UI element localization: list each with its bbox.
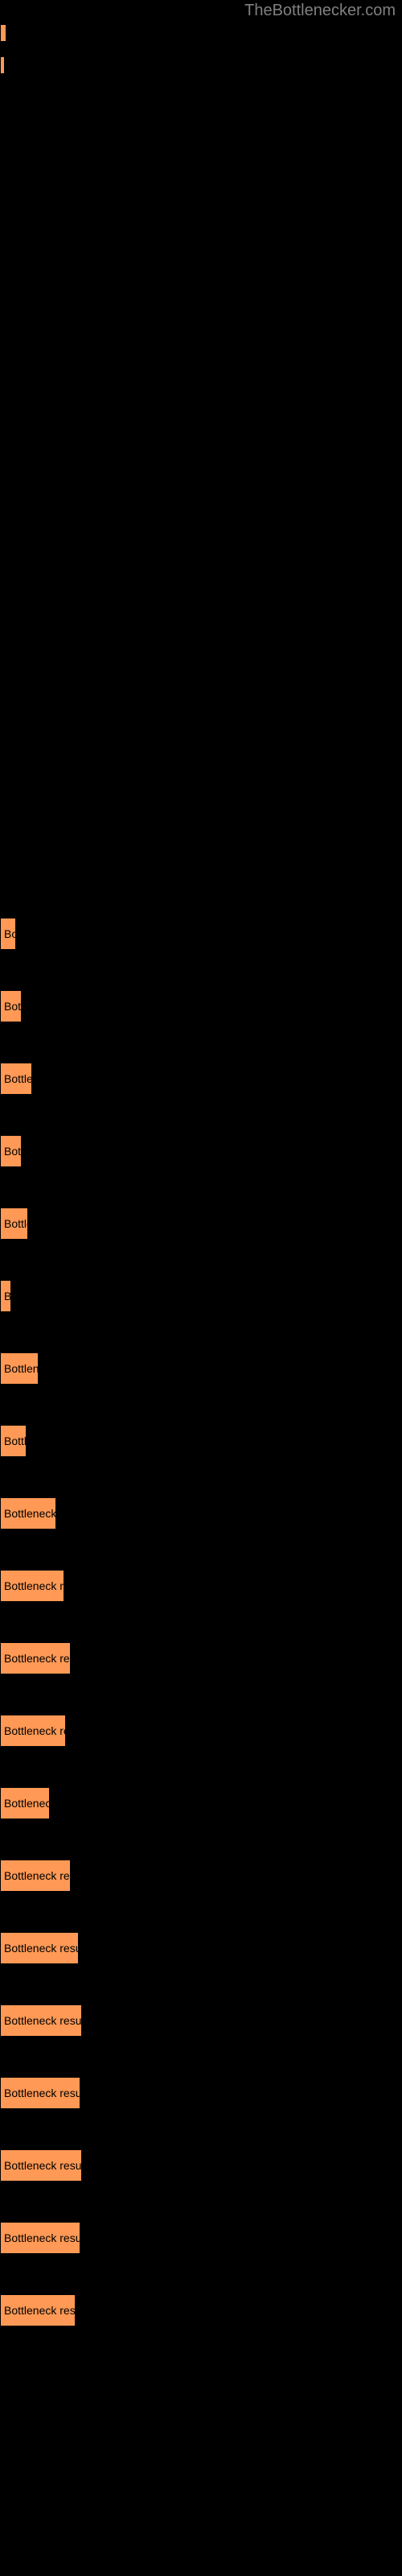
bar-row: Bottleneck result [0, 2222, 402, 2254]
bar-label: Bottl [4, 1435, 26, 1447]
bar: B [0, 1280, 11, 1312]
bars-container: Bo Bott Bottlen Bott Bottle B Bottlene Bottl Bot… [0, 918, 402, 2326]
bar-row: Bottleneck result [0, 2077, 402, 2109]
bar-label: Bottleneck result [4, 1942, 78, 1955]
bar-label: Bott [4, 1145, 21, 1158]
bar-label: Bottleneck [4, 1797, 49, 1810]
bar: Bo [0, 918, 16, 950]
bar-label: Bottleneck res [4, 1579, 64, 1592]
bar-row: Bott [0, 990, 402, 1022]
bar-label: Bottleneck resul [4, 2304, 75, 2317]
bar: Bottleneck resu [0, 1860, 71, 1892]
bar: Bottleneck result [0, 2222, 80, 2254]
bar-label: Bottleneck result [4, 2231, 80, 2244]
bar: Bottl [0, 1425, 27, 1457]
bar-label: Bottleneck result [4, 2087, 80, 2099]
bar-row: Bottleneck resu [0, 1642, 402, 1674]
bar: Bott [0, 990, 22, 1022]
bar: Bottleneck result [0, 2077, 80, 2109]
bar-label: B [4, 1290, 10, 1302]
bar-row: Bottleneck result [0, 1932, 402, 1964]
bar-label: Bo [4, 927, 15, 940]
bar: Bottleneck resul [0, 2294, 76, 2326]
bar-label: Bottleneck result [4, 2159, 81, 2172]
bar-row: Bottleneck result [0, 2004, 402, 2037]
bar-label: Bottleneck resu [4, 1869, 70, 1882]
bar-row: Bottleneck res [0, 1570, 402, 1602]
bar-row: Bo [0, 918, 402, 950]
bar: Bott [0, 1135, 22, 1167]
bar-label: Bottlen [4, 1072, 31, 1085]
bar: Bottlen [0, 1063, 32, 1095]
bar: Bottle [0, 1208, 28, 1240]
top-bar-2 [0, 56, 5, 74]
bar-label: Bottleneck result [4, 2014, 81, 2027]
watermark-text: TheBottlenecker.com [244, 2, 396, 20]
bar: Bottleneck result [0, 2004, 82, 2037]
bar-label: Bottleneck resu [4, 1652, 70, 1665]
bar-label: Bottleneck res [4, 1724, 65, 1737]
bar-row: Bottleneck resul [0, 2294, 402, 2326]
bar-row: Bottle [0, 1208, 402, 1240]
bar-row: Bottleneck resu [0, 1860, 402, 1892]
top-bar-1 [0, 24, 6, 42]
chart-spacer [0, 89, 402, 918]
bar: Bottlene [0, 1352, 39, 1385]
bar-row: Bottleneck result [0, 2149, 402, 2182]
bar: Bottleneck result [0, 1932, 79, 1964]
bar-row: Bott [0, 1135, 402, 1167]
bar-row: B [0, 1280, 402, 1312]
bar: Bottleneck res [0, 1570, 64, 1602]
bar: Bottleneck res [0, 1715, 66, 1747]
bar: Bottleneck r [0, 1497, 56, 1530]
bar-row: Bottleneck [0, 1787, 402, 1819]
bar-row: Bottleneck res [0, 1715, 402, 1747]
bar-label: Bottleneck r [4, 1507, 55, 1520]
bar-row: Bottlene [0, 1352, 402, 1385]
bar-row: Bottlen [0, 1063, 402, 1095]
bar: Bottleneck result [0, 2149, 82, 2182]
bar-label: Bottlene [4, 1362, 38, 1375]
bar-row: Bottleneck r [0, 1497, 402, 1530]
bar: Bottleneck [0, 1787, 50, 1819]
bar-row: Bottl [0, 1425, 402, 1457]
bar-label: Bott [4, 1000, 21, 1013]
bar-label: Bottle [4, 1217, 27, 1230]
bar: Bottleneck resu [0, 1642, 71, 1674]
